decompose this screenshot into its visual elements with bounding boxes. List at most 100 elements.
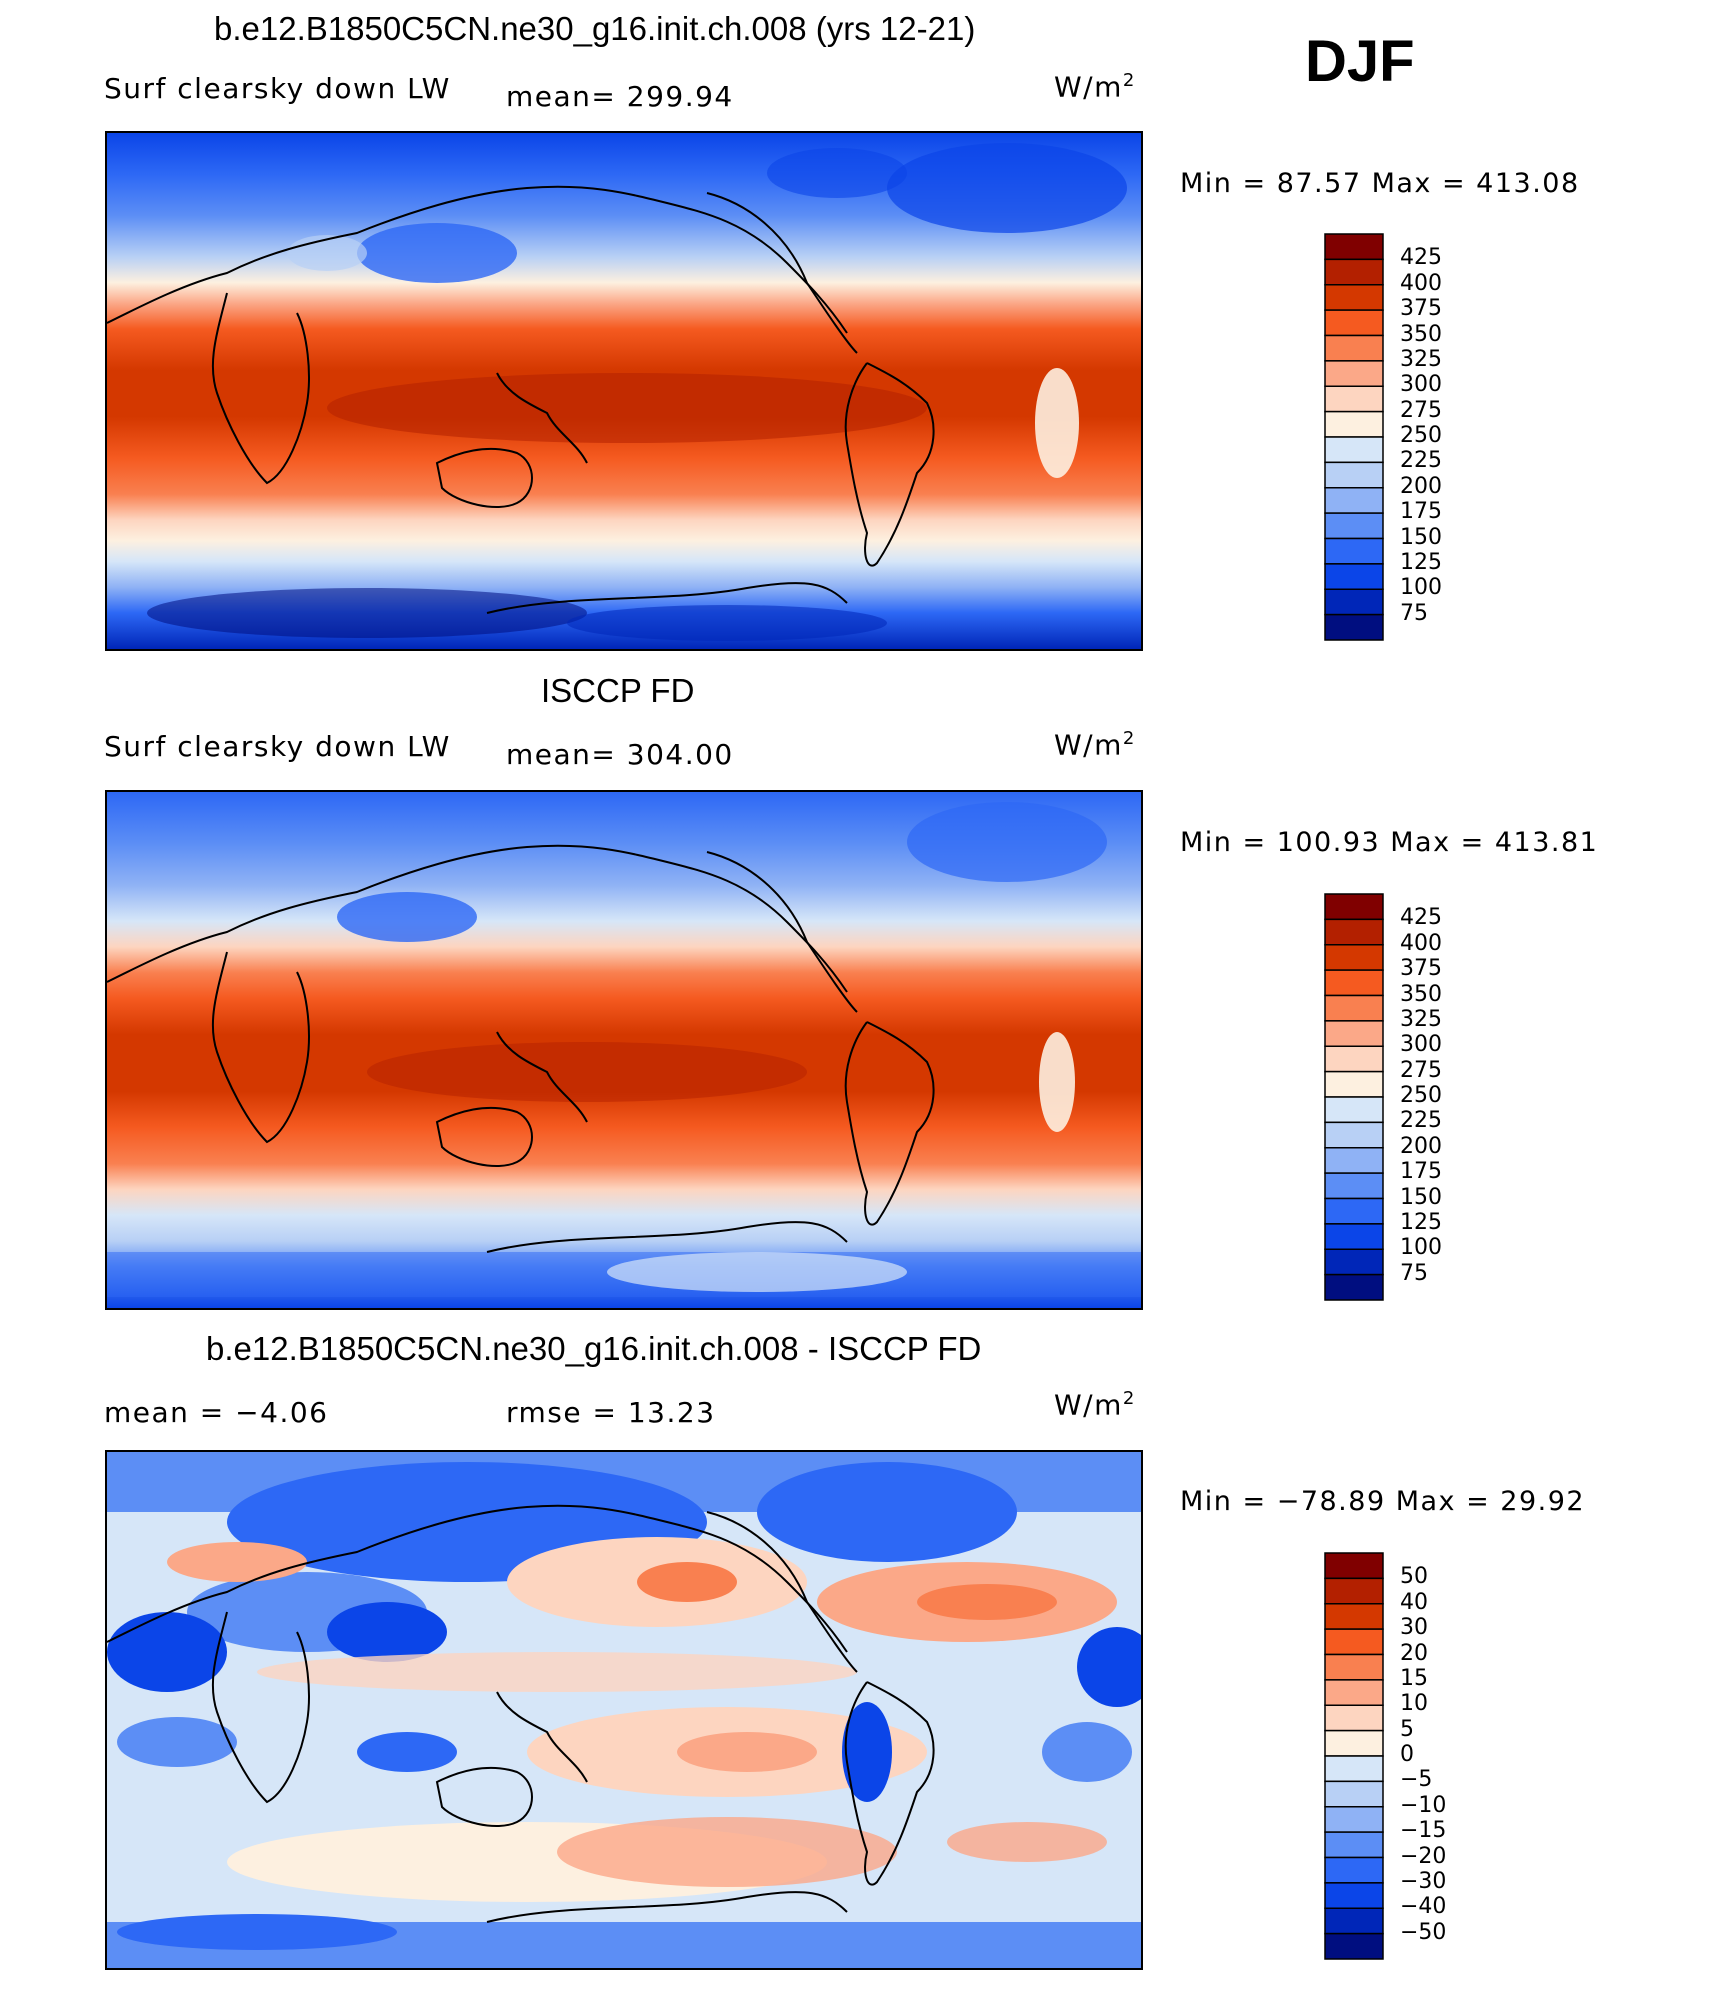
colorbar-tick-label: 125: [1400, 549, 1442, 575]
colorbar-tick-label: 30: [1400, 1615, 1428, 1641]
colorbar-tick-label: 150: [1400, 524, 1442, 550]
colorbar-swatch: [1324, 1856, 1384, 1884]
colorbar-swatch: [1324, 1628, 1384, 1656]
colorbar-tick-label: −15: [1400, 1818, 1447, 1844]
colorbar-tick-label: −10: [1400, 1792, 1447, 1818]
colorbar-swatch: [1324, 918, 1384, 946]
colorbar-tick-label: 40: [1400, 1589, 1428, 1615]
colorbar-swatch: [1324, 1755, 1384, 1783]
colorbar-swatch: [1324, 1831, 1384, 1859]
colorbar-swatch: [1324, 512, 1384, 540]
colorbar-swatch: [1324, 1096, 1384, 1124]
colorbar-tick-label: 425: [1400, 905, 1442, 931]
colorbar-swatch: [1324, 563, 1384, 590]
panel-3-unit-label: W/m2: [1054, 1388, 1136, 1422]
panel-3-map: [105, 1450, 1143, 1970]
colorbar-tick-label: 400: [1400, 930, 1442, 956]
panel-1-variable-label: Surf clearsky down LW: [104, 72, 451, 105]
colorbar-tick-label: 325: [1400, 346, 1442, 372]
colorbar-swatch: [1324, 436, 1384, 464]
colorbar-swatch: [1324, 1020, 1384, 1047]
panel-2-title: ISCCP FD: [541, 672, 695, 709]
panel-3-minmax: Min = −78.89 Max = 29.92: [1180, 1486, 1586, 1517]
colorbar-swatch: [1324, 233, 1384, 261]
colorbar-swatch: [1324, 461, 1384, 489]
colorbar-tick-label: 100: [1400, 1235, 1442, 1261]
colorbar-tick-label: 10: [1400, 1691, 1428, 1717]
colorbar-tick-label: 300: [1400, 1032, 1442, 1058]
colorbar-swatch: [1324, 258, 1384, 286]
colorbar-swatch: [1324, 1577, 1384, 1605]
colorbar-swatch: [1324, 537, 1384, 565]
colorbar-tick-label: 375: [1400, 296, 1442, 322]
season-label: DJF: [1305, 29, 1415, 94]
colorbar-tick-label: 5: [1400, 1716, 1414, 1742]
panel-1-mean-label: mean= 299.94: [506, 80, 734, 113]
colorbar-swatch: [1324, 1603, 1384, 1630]
colorbar-tick-label: 150: [1400, 1184, 1442, 1210]
colorbar-tick-label: 15: [1400, 1665, 1428, 1691]
colorbar-tick-label: −30: [1400, 1868, 1447, 1894]
colorbar-swatch: [1324, 309, 1384, 337]
colorbar-swatch: [1324, 969, 1384, 997]
colorbar-swatch: [1324, 1729, 1384, 1757]
colorbar-tick-label: 100: [1400, 575, 1442, 601]
panel-2-map: [105, 790, 1143, 1310]
colorbar-swatch: [1324, 334, 1384, 362]
panel-3-title: b.e12.B1850C5CN.ne30_g16.init.ch.008 - I…: [206, 1330, 982, 1367]
panel-1-colorbar: [1324, 233, 1384, 641]
colorbar-swatch: [1324, 1045, 1384, 1073]
panel-1-title: b.e12.B1850C5CN.ne30_g16.init.ch.008 (yr…: [214, 10, 976, 47]
colorbar-swatch: [1324, 1653, 1384, 1681]
colorbar-swatch: [1324, 893, 1384, 921]
colorbar-swatch: [1324, 1552, 1384, 1580]
colorbar-swatch: [1324, 1070, 1384, 1098]
panel-2-unit-label: W/m2: [1054, 728, 1136, 762]
colorbar-swatch: [1324, 944, 1384, 971]
colorbar-swatch: [1324, 1172, 1384, 1200]
colorbar-swatch: [1324, 588, 1384, 616]
colorbar-swatch: [1324, 613, 1384, 641]
colorbar-swatch: [1324, 487, 1384, 514]
colorbar-tick-label: −40: [1400, 1894, 1447, 1920]
panel-3-colorbar: [1324, 1552, 1384, 1960]
colorbar-tick-label: 425: [1400, 245, 1442, 271]
colorbar-tick-label: 50: [1400, 1564, 1428, 1590]
colorbar-swatch: [1324, 1248, 1384, 1276]
colorbar-tick-label: 175: [1400, 499, 1442, 525]
colorbar-swatch: [1324, 1882, 1384, 1909]
colorbar-swatch: [1324, 385, 1384, 413]
colorbar-swatch: [1324, 1780, 1384, 1808]
panel-3-mean-label: mean = −4.06: [104, 1396, 329, 1429]
colorbar-tick-label: 175: [1400, 1159, 1442, 1185]
colorbar-tick-label: 400: [1400, 270, 1442, 296]
colorbar-tick-label: 75: [1400, 600, 1428, 626]
colorbar-tick-label: 275: [1400, 397, 1442, 423]
colorbar-tick-label: 200: [1400, 473, 1442, 499]
panel-1-map: [105, 131, 1143, 651]
colorbar-tick-label: 250: [1400, 1083, 1442, 1108]
colorbar-swatch: [1324, 1932, 1384, 1960]
colorbar-tick-label: 125: [1400, 1209, 1442, 1235]
colorbar-swatch: [1324, 284, 1384, 311]
colorbar-tick-label: 225: [1400, 448, 1442, 474]
colorbar-tick-label: 75: [1400, 1260, 1428, 1286]
panel-2-minmax: Min = 100.93 Max = 413.81: [1180, 827, 1599, 858]
colorbar-swatch: [1324, 1679, 1384, 1706]
colorbar-swatch: [1324, 994, 1384, 1022]
colorbar-tick-label: 200: [1400, 1133, 1442, 1159]
colorbar-tick-label: 250: [1400, 423, 1442, 448]
colorbar-tick-label: −5: [1400, 1767, 1433, 1793]
colorbar-swatch: [1324, 410, 1384, 438]
colorbar-tick-label: 350: [1400, 321, 1442, 347]
colorbar-tick-label: −20: [1400, 1843, 1447, 1869]
panel-2-colorbar: [1324, 893, 1384, 1301]
colorbar-tick-label: 0: [1400, 1742, 1414, 1767]
colorbar-tick-label: 375: [1400, 956, 1442, 982]
colorbar-swatch: [1324, 1223, 1384, 1250]
panel-2-variable-label: Surf clearsky down LW: [104, 730, 451, 763]
colorbar-swatch: [1324, 1197, 1384, 1225]
colorbar-tick-label: −50: [1400, 1919, 1447, 1945]
panel-3-rmse-label: rmse = 13.23: [506, 1396, 716, 1429]
panel-1-unit-label: W/m2: [1054, 70, 1136, 104]
